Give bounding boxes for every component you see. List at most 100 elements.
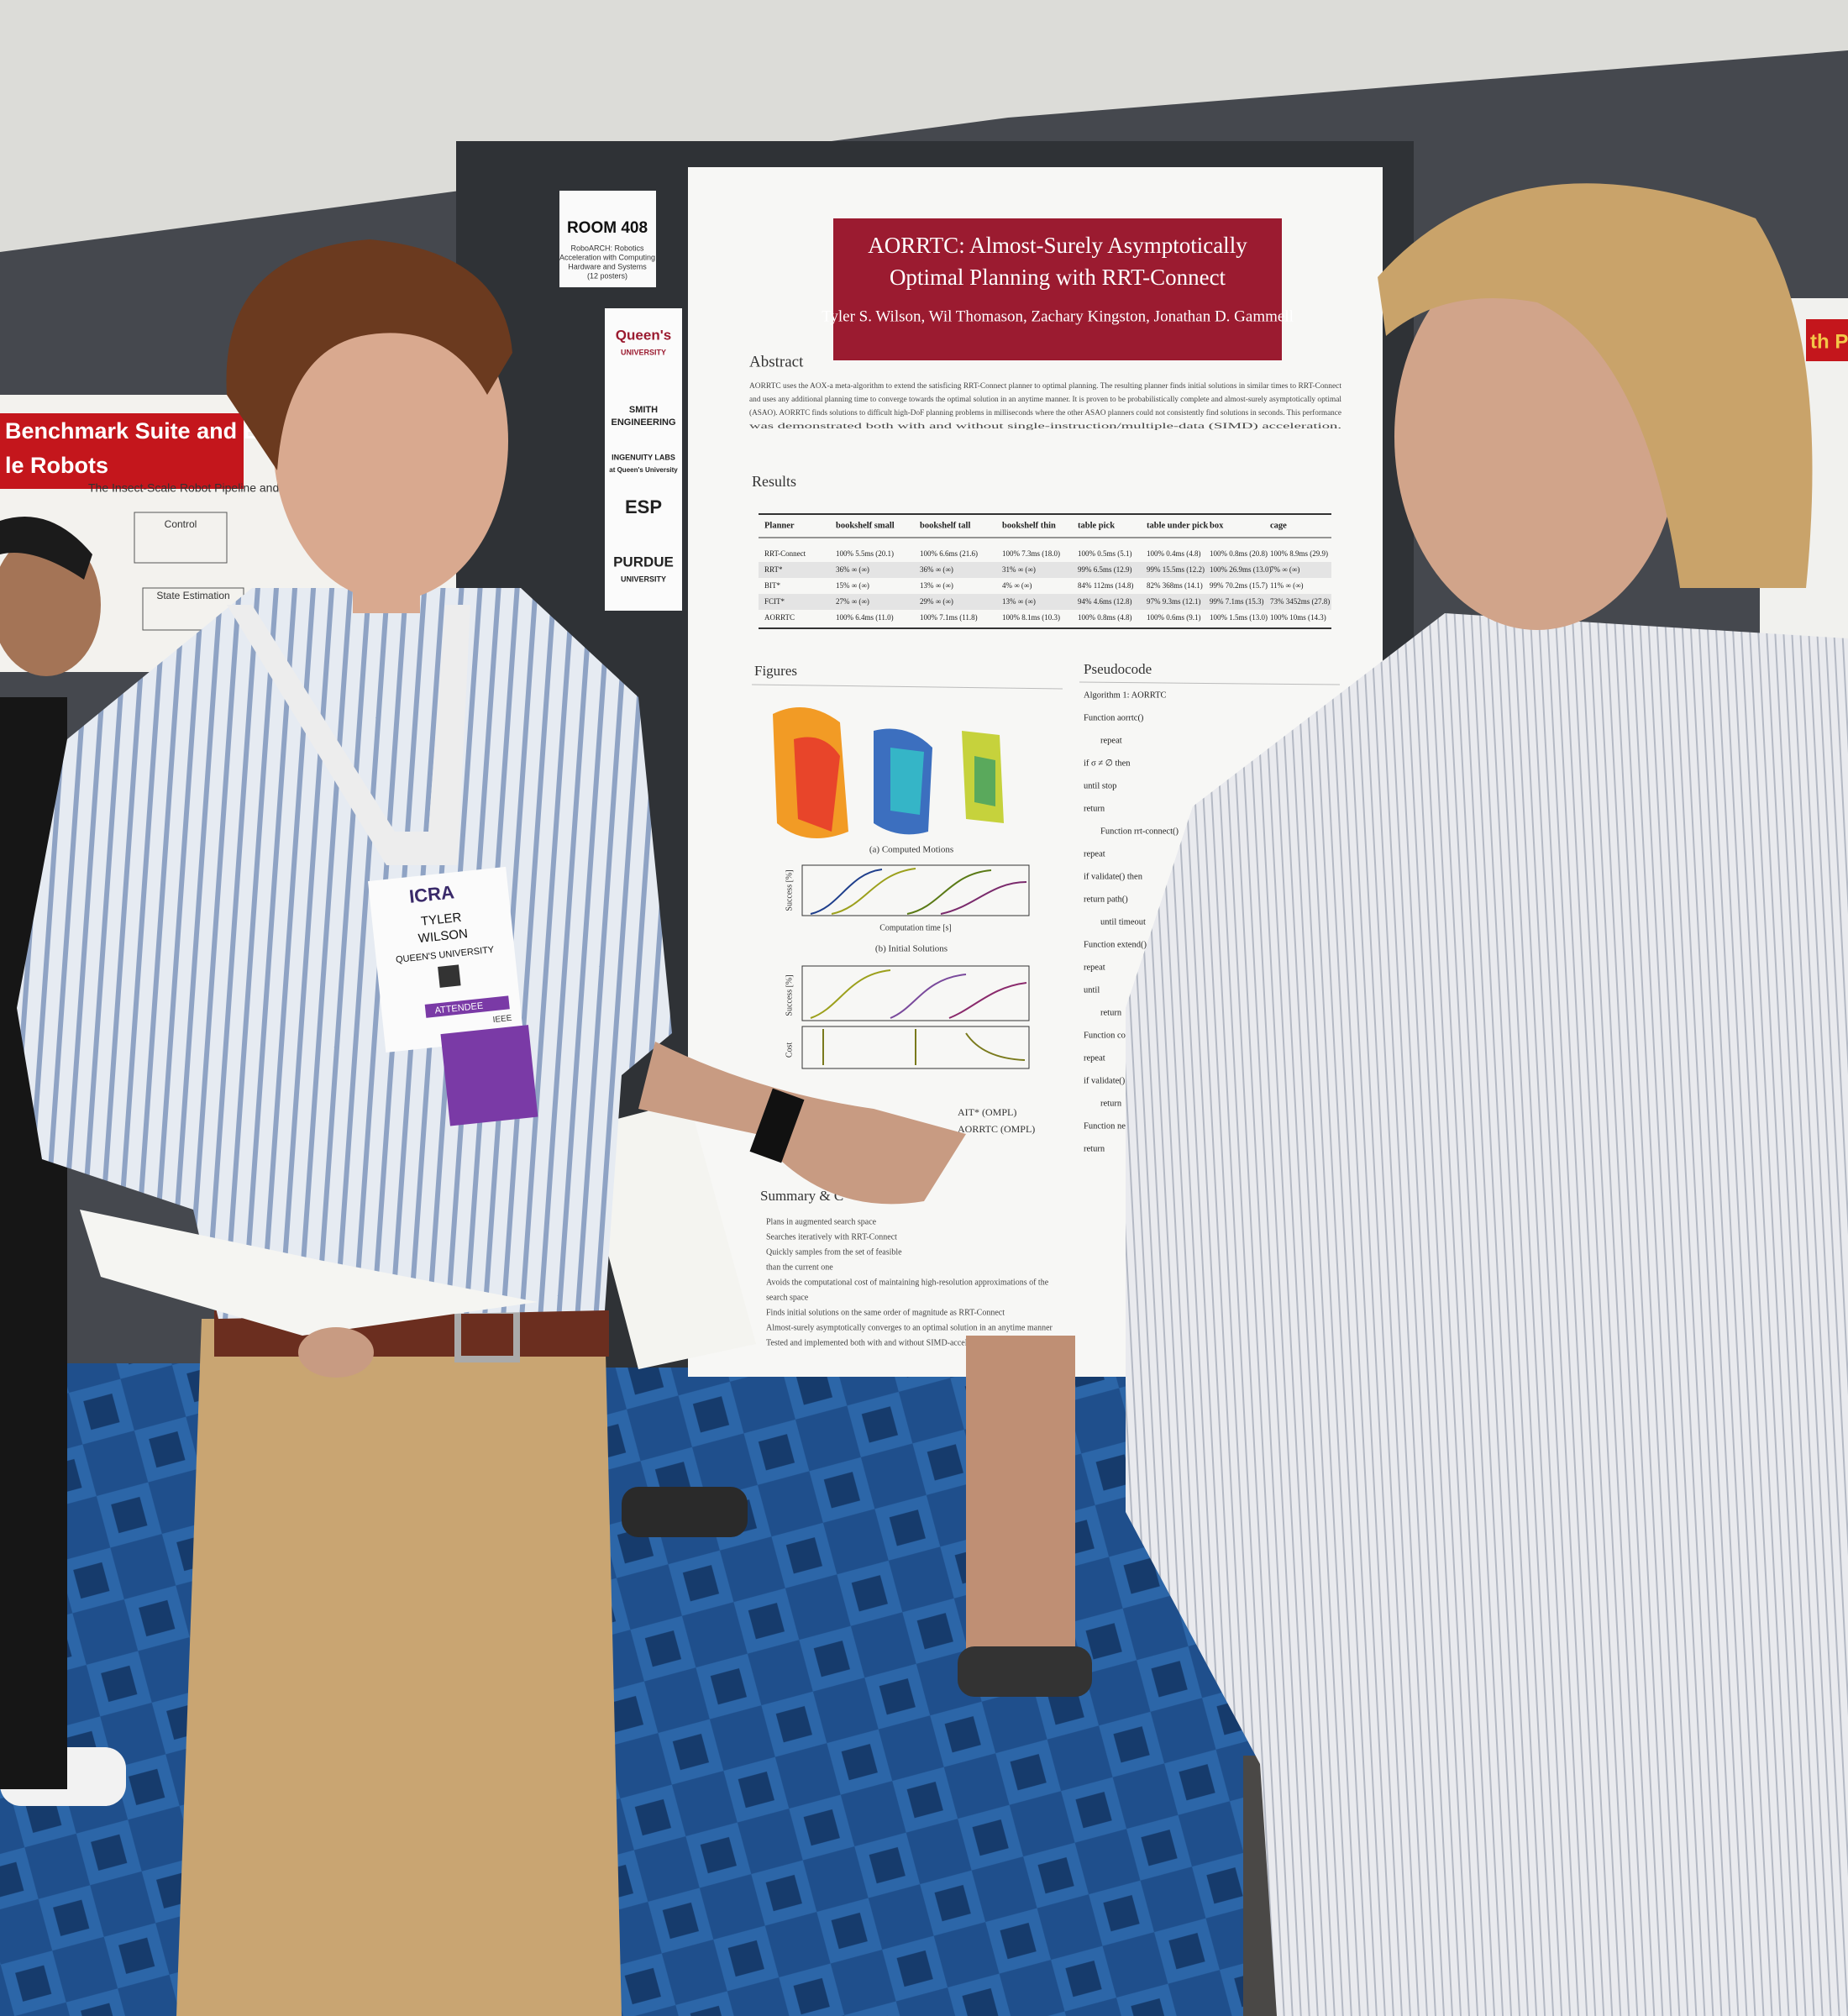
hand <box>298 1327 374 1378</box>
table-row-shade <box>759 594 1331 610</box>
diagram-label: State Estimation <box>156 590 229 601</box>
table-cell: RRT* <box>764 565 783 574</box>
table-cell: 100% 1.5ms (13.0) <box>1210 613 1268 622</box>
table-cell: 82% 368ms (14.1) <box>1147 581 1203 590</box>
badge-first-name: TYLER <box>420 911 462 929</box>
table-cell: 36% ∞ (∞) <box>920 565 953 574</box>
axis-label: Computation time [s] <box>879 923 952 932</box>
bystander-legs <box>966 1336 1075 1672</box>
table-cell: 84% 112ms (14.8) <box>1078 581 1133 590</box>
summary-line: Quickly samples from the set of feasible <box>766 1247 902 1257</box>
table-cell: 7% ∞ (∞) <box>1270 565 1299 574</box>
pseudocode-line: return <box>1100 1099 1122 1108</box>
title-bar <box>1806 319 1848 361</box>
shoe <box>622 1487 748 1537</box>
table-cell: AORRTC <box>764 613 795 622</box>
logo-strip <box>605 308 682 611</box>
poster-title: AORRTC: Almost-Surely Asymptotically <box>868 233 1247 258</box>
logo-text: SMITH <box>629 405 658 415</box>
abstract-text: was demonstrated both with and without s… <box>749 422 1341 431</box>
session-name: RoboARCH: Robotics <box>570 244 644 252</box>
table-cell: 13% ∞ (∞) <box>1002 597 1036 606</box>
head <box>273 281 508 601</box>
plot-curve <box>940 881 1027 915</box>
table-header: cage <box>1270 521 1287 530</box>
table-cell: 100% 6.6ms (21.6) <box>920 549 978 558</box>
table-header: bookshelf thin <box>1002 521 1056 530</box>
left-poster-subtitle: The Insect-Scale Robot Pipeline and P <box>88 481 290 495</box>
right-poster-title: th Pl <box>1810 330 1848 353</box>
left-poster-title: le Robots <box>5 453 108 478</box>
render <box>974 756 995 806</box>
plot-curve <box>810 869 883 915</box>
figure-caption: (a) Computed Motions <box>869 845 953 855</box>
table-cell: 100% 5.5ms (20.1) <box>836 549 894 558</box>
pseudocode-line: if validate() <box>1084 1076 1126 1085</box>
poster-authors: Tyler S. Wilson, Wil Thomason, Zachary K… <box>822 307 1294 325</box>
plot-frame <box>801 864 1030 916</box>
title-box <box>833 218 1282 360</box>
watch <box>749 1088 805 1163</box>
table-cell: 97% 9.3ms (12.1) <box>1147 597 1201 606</box>
presenter: ICRA TYLER WILSON QUEEN'S UNIVERSITY ATT… <box>17 239 966 2016</box>
table-cell: 100% 26.9ms (13.0) <box>1210 565 1272 574</box>
blond-hair <box>1378 183 1813 588</box>
summary-line: Plans in augmented search space <box>766 1217 877 1226</box>
badge-ribbon <box>440 1025 538 1126</box>
pseudocode-line: if validate() then <box>1084 872 1143 881</box>
sign-card <box>559 191 656 287</box>
visitor <box>1126 183 1848 2016</box>
pseudocode-line: until stop <box>1084 781 1116 790</box>
striped-shirt <box>1126 613 1848 2016</box>
pseudocode-line: until <box>1084 985 1100 995</box>
pseudocode-line: return path() <box>1084 895 1128 904</box>
table-cell: 4% ∞ (∞) <box>1002 581 1032 590</box>
table-cell: 15% ∞ (∞) <box>836 581 869 590</box>
plot-frame <box>801 965 1030 1021</box>
robot-renders <box>773 707 1004 838</box>
badge-last-name: WILSON <box>417 927 469 946</box>
rule <box>1079 681 1341 685</box>
table-header: table pick <box>1078 521 1115 530</box>
table-header: table under pick <box>1147 521 1208 530</box>
table-cell: 100% 7.3ms (18.0) <box>1002 549 1060 558</box>
diagram-box <box>134 512 228 564</box>
pseudocode-line: return <box>1100 1008 1122 1017</box>
table-header: box <box>1210 521 1224 530</box>
table-cell: 100% 0.6ms (9.1) <box>1147 613 1201 622</box>
logo-text: PURDUE <box>613 554 674 570</box>
arm <box>638 1042 966 1205</box>
pseudocode-line: return <box>1084 1144 1105 1153</box>
room-sign: ROOM 408 RoboARCH: RoboticsAcceleration … <box>559 191 656 287</box>
rule <box>751 684 1063 690</box>
section-heading: Results <box>752 473 796 490</box>
table-cell: BIT* <box>764 581 780 590</box>
abstract-text: and uses any additional planning time to… <box>749 396 1341 404</box>
table-cell: 100% 0.8ms (20.8) <box>1210 549 1268 558</box>
legend-entry: AIT* (OMPL) <box>958 1106 1016 1118</box>
diagram-label: Control <box>165 518 197 530</box>
pseudocode-line: repeat <box>1084 1053 1105 1063</box>
table-cell: 99% 15.5ms (12.2) <box>1147 565 1205 574</box>
summary-line: Tested and implemented both with and wit… <box>766 1338 990 1347</box>
handout <box>575 1100 756 1369</box>
table-cell: 100% 7.1ms (11.8) <box>920 613 978 622</box>
table-cell: 100% 6.4ms (11.0) <box>836 613 894 622</box>
summary-line: Avoids the computational cost of maintai… <box>766 1278 1049 1287</box>
badge-sponsor: IEEE <box>492 1014 512 1025</box>
pseudocode-line: Function nearest() <box>1084 1121 1148 1131</box>
name-badge: ICRA TYLER WILSON QUEEN'S UNIVERSITY ATT… <box>367 866 538 1126</box>
abstract-text: (ASAO). AORRTC finds solutions to diffic… <box>749 408 1341 417</box>
table-cell: 100% 8.1ms (10.3) <box>1002 613 1060 622</box>
table-row-shade <box>759 562 1331 578</box>
session-name: Acceleration with Computing <box>559 253 655 261</box>
table-cell: 99% 7.1ms (15.3) <box>1210 597 1264 606</box>
title-bar <box>0 413 244 489</box>
table-header: bookshelf small <box>836 521 895 530</box>
paper-handout <box>80 1210 538 1336</box>
session-name: (12 posters) <box>587 271 627 280</box>
table-cell: 73% 3452ms (27.8) <box>1270 597 1330 606</box>
plot-frame <box>801 1026 1030 1069</box>
